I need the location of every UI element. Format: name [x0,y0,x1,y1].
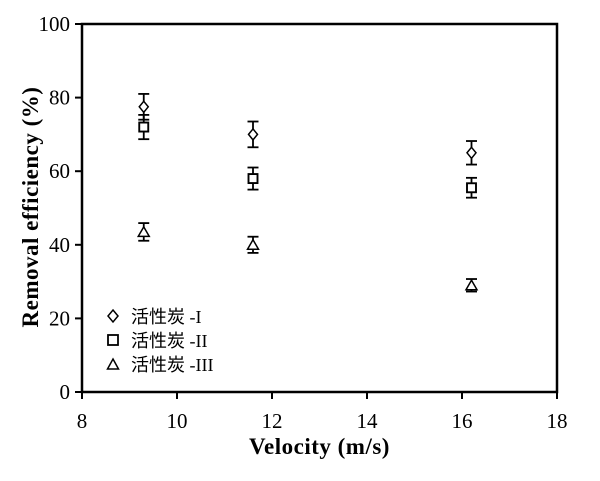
legend-item-series-1: 活性炭 -I [104,304,213,328]
y-tick-label: 80 [49,86,70,110]
x-tick-label: 8 [77,409,88,433]
x-axis-title: Velocity (m/s) [249,434,390,459]
square-marker-icon [107,334,119,346]
data-point-square [138,121,150,133]
data-point-triangle [246,238,260,251]
legend-item-series-2: 活性炭 -II [104,328,213,352]
data-point-square [466,182,477,194]
y-tick-label: 0 [60,380,71,404]
legend-label-series-3: 活性炭 -III [131,355,214,375]
y-tick-label: 60 [49,159,70,183]
x-tick-label: 12 [262,409,283,433]
plot-frame [80,22,559,394]
data-point-diamond [247,127,259,142]
y-tick-label: 100 [39,12,71,36]
data-point-triangle [136,225,151,238]
triangle-marker-icon [106,357,120,370]
y-tick-label: 40 [49,233,70,257]
data-point-diamond [466,146,477,160]
x-tick-label: 10 [167,409,188,433]
y-tick-label: 20 [49,306,70,330]
legend-label-series-1: 活性炭 -I [131,307,202,327]
x-tick-label: 18 [547,409,568,433]
legend-label-series-2: 活性炭 -II [131,331,208,351]
chart-legend: 活性炭 -I 活性炭 -II 活性炭 -III [104,304,213,376]
legend-item-series-3: 活性炭 -III [104,352,213,376]
y-axis-title: Removal efficiency (%) [18,86,43,328]
diamond-marker-icon [107,308,119,324]
data-point-square [247,173,259,185]
data-point-triangle [464,278,479,291]
x-tick-label: 14 [357,409,379,433]
data-point-diamond [138,100,150,114]
x-tick-label: 16 [452,409,473,433]
